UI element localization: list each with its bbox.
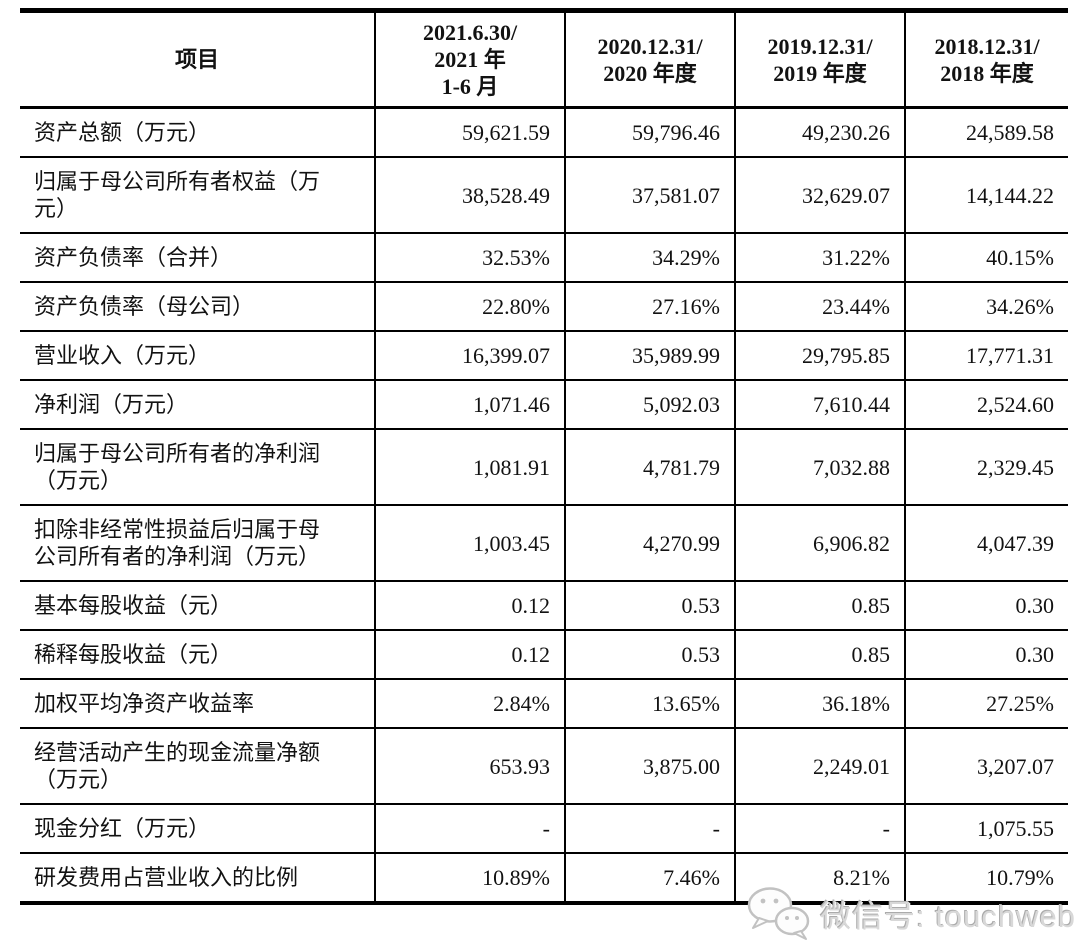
row-value: 23.44% — [734, 282, 905, 331]
row-label: 扣除非经常性损益后归属于母公司所有者的净利润（万元） — [34, 517, 321, 569]
row-value: 0.30 — [904, 630, 1068, 679]
row-label: 资产负债率（合并） — [34, 245, 233, 270]
row-value: 32,629.07 — [734, 157, 905, 233]
row-value: 10.89% — [374, 853, 565, 903]
table-row: 扣除非经常性损益后归属于母公司所有者的净利润（万元） 1,003.45 4,27… — [20, 505, 1068, 581]
row-value: 3,875.00 — [564, 728, 735, 804]
page: 项目 2021.6.30/ 2021 年 1-6 月 2020.12.31/ 2… — [0, 8, 1080, 940]
row-value: 4,047.39 — [904, 505, 1068, 581]
row-label: 稀释每股收益（元） — [34, 642, 233, 667]
row-value: 40.15% — [904, 233, 1068, 282]
row-label: 资产总额（万元） — [34, 120, 211, 145]
row-label: 现金分红（万元） — [34, 816, 211, 841]
row-value: 29,795.85 — [734, 331, 905, 380]
row-value: 34.29% — [564, 233, 735, 282]
header-period-2021: 2021.6.30/ 2021 年 1-6 月 — [374, 10, 565, 108]
row-value: 7,610.44 — [734, 380, 905, 429]
row-value: 4,270.99 — [564, 505, 735, 581]
table-row: 资产负债率（母公司） 22.80% 27.16% 23.44% 34.26% — [20, 282, 1068, 331]
row-value: 38,528.49 — [374, 157, 565, 233]
financial-table-wrap: 项目 2021.6.30/ 2021 年 1-6 月 2020.12.31/ 2… — [20, 8, 1075, 940]
table-row: 加权平均净资产收益率 2.84% 13.65% 36.18% 27.25% — [20, 679, 1068, 728]
row-value: 7,032.88 — [734, 429, 905, 505]
row-label: 资产负债率（母公司） — [34, 294, 255, 319]
row-value: 5,092.03 — [564, 380, 735, 429]
row-value: 1,003.45 — [374, 505, 565, 581]
row-value: 27.16% — [564, 282, 735, 331]
row-value: 1,075.55 — [904, 804, 1068, 853]
row-value: 0.85 — [734, 630, 905, 679]
row-value: 31.22% — [734, 233, 905, 282]
header-period-2020: 2020.12.31/ 2020 年度 — [564, 10, 735, 108]
row-value: 59,796.46 — [564, 107, 735, 157]
row-value: 653.93 — [374, 728, 565, 804]
row-label: 基本每股收益（元） — [34, 593, 233, 618]
table-row: 资产负债率（合并） 32.53% 34.29% 31.22% 40.15% — [20, 233, 1068, 282]
row-value: 37,581.07 — [564, 157, 735, 233]
row-label: 净利润（万元） — [34, 392, 189, 417]
row-value: 0.53 — [564, 581, 735, 630]
row-value: 0.12 — [374, 630, 565, 679]
table-row: 经营活动产生的现金流量净额（万元） 653.93 3,875.00 2,249.… — [20, 728, 1068, 804]
header-period-2019: 2019.12.31/ 2019 年度 — [734, 10, 905, 108]
row-value: 16,399.07 — [374, 331, 565, 380]
row-label: 归属于母公司所有者的净利润（万元） — [34, 441, 321, 493]
row-value: 36.18% — [734, 679, 905, 728]
header-item-column: 项目 — [174, 47, 219, 72]
table-row: 归属于母公司所有者权益（万元） 38,528.49 37,581.07 32,6… — [20, 157, 1068, 233]
row-value: 2,329.45 — [904, 429, 1068, 505]
row-value: - — [374, 804, 565, 853]
row-value: 0.85 — [734, 581, 905, 630]
table-row: 营业收入（万元） 16,399.07 35,989.99 29,795.85 1… — [20, 331, 1068, 380]
row-label: 加权平均净资产收益率 — [34, 691, 255, 716]
row-value: 0.30 — [904, 581, 1068, 630]
row-value: 2,249.01 — [734, 728, 905, 804]
table-row: 基本每股收益（元） 0.12 0.53 0.85 0.30 — [20, 581, 1068, 630]
row-value: 32.53% — [374, 233, 565, 282]
row-value: - — [734, 804, 905, 853]
row-value: 1,071.46 — [374, 380, 565, 429]
table-body: 资产总额（万元） 59,621.59 59,796.46 49,230.26 2… — [20, 107, 1068, 903]
row-value: 27.25% — [904, 679, 1068, 728]
row-value: 17,771.31 — [904, 331, 1068, 380]
row-value: 3,207.07 — [904, 728, 1068, 804]
financial-summary-table: 项目 2021.6.30/ 2021 年 1-6 月 2020.12.31/ 2… — [20, 8, 1068, 905]
row-value: 0.12 — [374, 581, 565, 630]
table-row: 现金分红（万元） - - - 1,075.55 — [20, 804, 1068, 853]
row-value: 22.80% — [374, 282, 565, 331]
row-value: 14,144.22 — [904, 157, 1068, 233]
row-value: 49,230.26 — [734, 107, 905, 157]
row-value: 59,621.59 — [374, 107, 565, 157]
row-label: 营业收入（万元） — [34, 343, 211, 368]
table-row: 归属于母公司所有者的净利润（万元） 1,081.91 4,781.79 7,03… — [20, 429, 1068, 505]
row-value: 34.26% — [904, 282, 1068, 331]
row-value: 2.84% — [374, 679, 565, 728]
row-value: 35,989.99 — [564, 331, 735, 380]
table-row: 稀释每股收益（元） 0.12 0.53 0.85 0.30 — [20, 630, 1068, 679]
table-header-row: 项目 2021.6.30/ 2021 年 1-6 月 2020.12.31/ 2… — [20, 10, 1068, 108]
row-value: 10.79% — [904, 853, 1068, 903]
row-value: 8.21% — [734, 853, 905, 903]
header-period-2018: 2018.12.31/ 2018 年度 — [904, 10, 1068, 108]
row-value: 6,906.82 — [734, 505, 905, 581]
row-value: 2,524.60 — [904, 380, 1068, 429]
row-value: 1,081.91 — [374, 429, 565, 505]
row-label: 经营活动产生的现金流量净额（万元） — [34, 740, 321, 792]
row-label: 研发费用占营业收入的比例 — [34, 865, 299, 890]
row-value: 4,781.79 — [564, 429, 735, 505]
row-value: 13.65% — [564, 679, 735, 728]
table-row: 净利润（万元） 1,071.46 5,092.03 7,610.44 2,524… — [20, 380, 1068, 429]
table-row: 资产总额（万元） 59,621.59 59,796.46 49,230.26 2… — [20, 107, 1068, 157]
row-value: - — [564, 804, 735, 853]
row-value: 7.46% — [564, 853, 735, 903]
table-row: 研发费用占营业收入的比例 10.89% 7.46% 8.21% 10.79% — [20, 853, 1068, 903]
row-label: 归属于母公司所有者权益（万元） — [34, 169, 321, 221]
row-value: 24,589.58 — [904, 107, 1068, 157]
row-value: 0.53 — [564, 630, 735, 679]
